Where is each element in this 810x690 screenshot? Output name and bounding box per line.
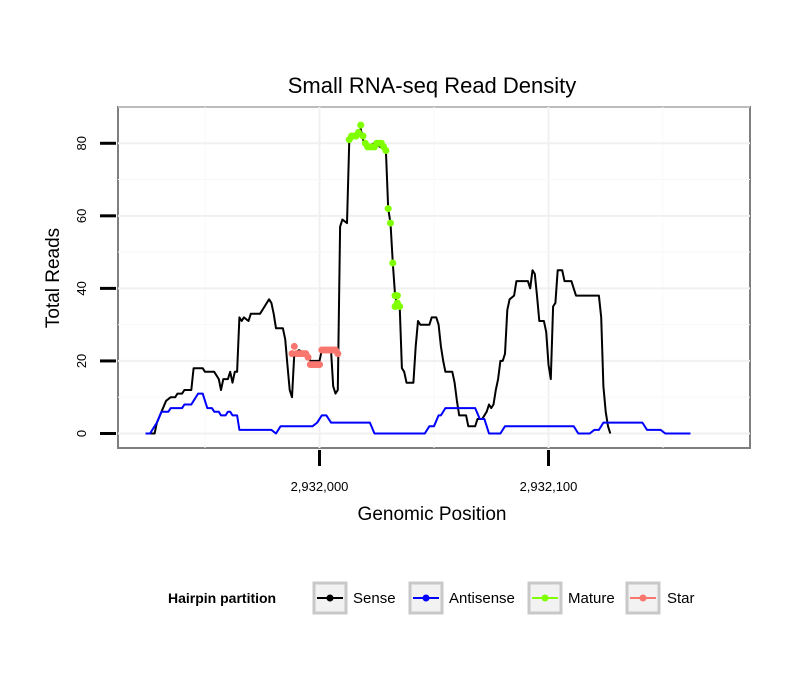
legend-label-mature: Mature (568, 590, 615, 607)
legend-label-star: Star (667, 590, 695, 607)
data-point-mature (386, 219, 394, 227)
y-tick-label: 60 (74, 209, 89, 223)
legend-item-star: Star (625, 581, 695, 615)
data-point-mature (393, 292, 401, 300)
plot-panel (117, 106, 751, 449)
data-point-star (316, 361, 324, 369)
legend: Hairpin partition Sense Antisense Mature St… (168, 581, 695, 615)
data-point-mature (389, 259, 397, 267)
legend-item-sense: Sense (312, 581, 396, 615)
x-axis: 2,932,000 2,932,100 (291, 450, 578, 494)
legend-key-point (326, 594, 334, 602)
series-line-antisense (145, 392, 691, 435)
legend-title: Hairpin partition (168, 590, 276, 606)
y-axis: 0 20 40 60 80 (74, 136, 116, 437)
chart-title: Small RNA-seq Read Density (288, 73, 577, 98)
legend-item-antisense: Antisense (408, 581, 515, 615)
series-points (288, 121, 404, 369)
legend-item-mature: Mature (527, 581, 615, 615)
data-point-star (290, 342, 298, 350)
legend-key-point (541, 594, 549, 602)
legend-label-sense: Sense (353, 590, 396, 607)
x-tick-label: 2,932,000 (291, 479, 349, 494)
x-axis-title: Genomic Position (358, 504, 507, 525)
y-axis-title: Total Reads (43, 228, 64, 328)
y-tick-label: 0 (74, 430, 89, 437)
data-point-star (334, 350, 342, 358)
data-point-mature (396, 303, 404, 311)
y-tick-label: 80 (74, 136, 89, 150)
legend-label-antisense: Antisense (449, 590, 515, 607)
data-point-mature (357, 121, 365, 129)
grid (118, 106, 750, 448)
x-tick-label: 2,932,100 (520, 479, 578, 494)
data-point-mature (382, 147, 390, 155)
y-tick-label: 20 (74, 354, 89, 368)
data-point-star (304, 353, 312, 361)
legend-key-point (422, 594, 430, 602)
legend-key-point (639, 594, 647, 602)
data-point-mature (359, 132, 367, 140)
y-tick-label: 40 (74, 281, 89, 295)
data-point-mature (384, 205, 392, 213)
